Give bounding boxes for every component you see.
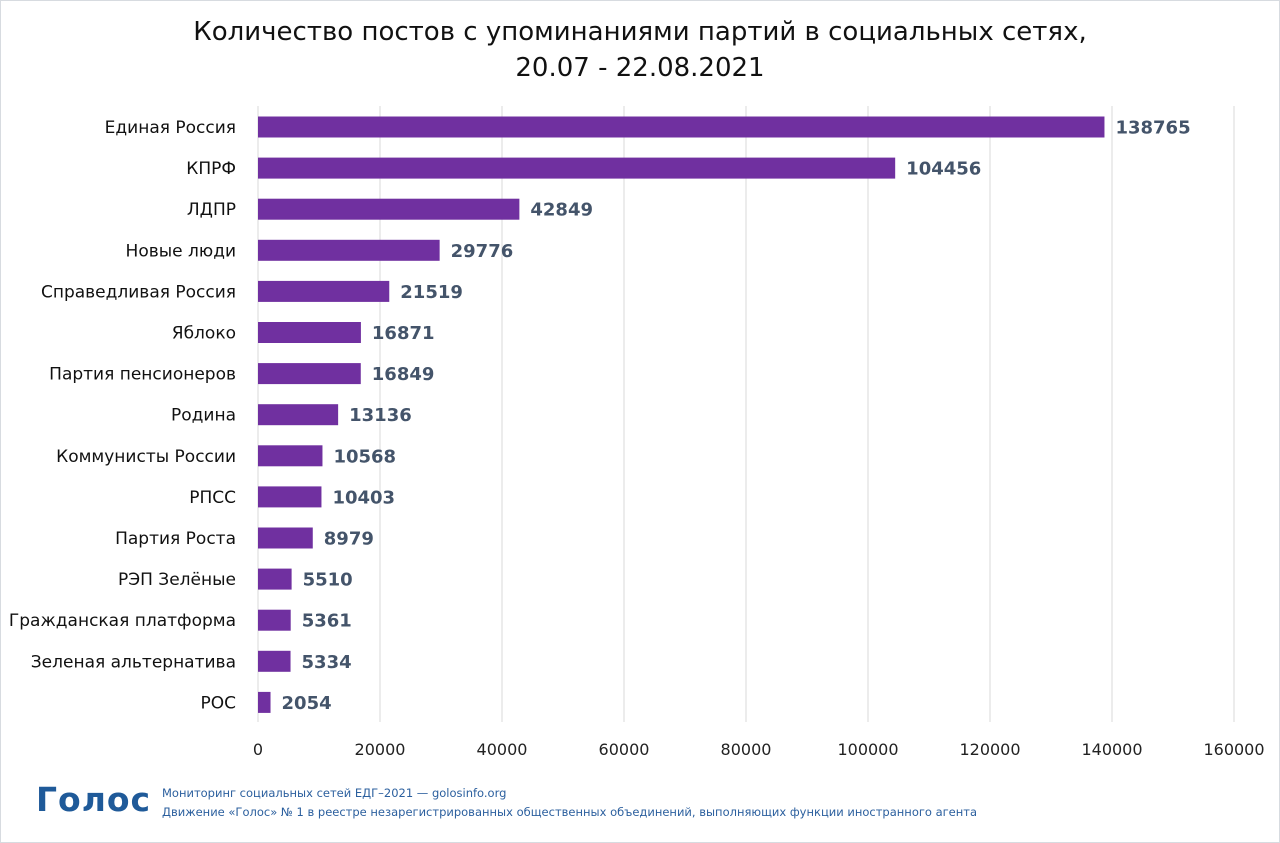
value-label-10: 8979 — [324, 529, 374, 550]
x-tick-label-6: 120000 — [959, 740, 1020, 759]
golos-logo: Голос — [36, 780, 152, 819]
bar-1 — [258, 157, 896, 179]
value-label-9: 10403 — [332, 487, 395, 508]
chart-title-block: Количество постов с упоминаниями партий … — [0, 14, 1280, 86]
bar-10 — [258, 527, 313, 549]
x-tick-label-2: 40000 — [477, 740, 528, 759]
category-label-14: РОС — [200, 693, 236, 713]
bar-13 — [258, 650, 291, 672]
bar-11 — [258, 568, 292, 590]
value-label-1: 104456 — [906, 159, 981, 180]
bar-0 — [258, 116, 1105, 138]
value-label-14: 2054 — [282, 693, 332, 714]
bar-2 — [258, 198, 520, 220]
chart-title: Количество постов с упоминаниями партий … — [193, 17, 1087, 47]
category-label-10: Партия Роста — [115, 529, 236, 549]
value-label-8: 10568 — [333, 446, 396, 467]
bar-12 — [258, 609, 291, 631]
footer-text: Мониторинг социальных сетей ЕДГ–2021 — g… — [162, 784, 977, 822]
x-tick-label-5: 100000 — [837, 740, 898, 759]
category-label-3: Новые люди — [126, 241, 236, 261]
value-label-12: 5361 — [302, 611, 352, 632]
value-label-11: 5510 — [303, 570, 353, 591]
footer-line-1: Мониторинг социальных сетей ЕДГ–2021 — g… — [162, 786, 507, 800]
category-label-13: Зеленая альтернатива — [31, 652, 236, 672]
category-label-9: РПСС — [189, 488, 236, 508]
category-label-6: Партия пенсионеров — [49, 365, 236, 385]
value-label-2: 42849 — [530, 200, 593, 221]
category-label-4: Справедливая Россия — [41, 282, 236, 302]
chart-subtitle: 20.07 - 22.08.2021 — [515, 53, 765, 83]
category-label-12: Гражданская платформа — [9, 611, 236, 631]
bar-7 — [258, 404, 339, 426]
category-label-2: ЛДПР — [187, 200, 236, 220]
value-label-4: 21519 — [400, 282, 463, 303]
value-label-6: 16849 — [372, 364, 435, 385]
x-tick-label-0: 0 — [253, 740, 263, 759]
category-label-5: Яблоко — [172, 324, 236, 344]
bar-3 — [258, 239, 440, 261]
bar-8 — [258, 445, 323, 467]
value-label-13: 5334 — [302, 652, 352, 673]
x-tick-label-3: 60000 — [599, 740, 650, 759]
bar-9 — [258, 486, 322, 508]
x-tick-label-4: 80000 — [721, 740, 772, 759]
footer-line-2: Движение «Голос» № 1 в реестре незарегис… — [162, 805, 978, 819]
bar-6 — [258, 363, 361, 385]
bar-5 — [258, 322, 361, 343]
category-label-8: Коммунисты России — [56, 447, 236, 467]
x-tick-label-1: 20000 — [355, 740, 406, 759]
category-label-7: Родина — [171, 406, 236, 426]
category-label-1: КПРФ — [186, 159, 236, 179]
value-label-7: 13136 — [349, 405, 412, 426]
bar-4 — [258, 280, 390, 302]
x-tick-label-8: 160000 — [1203, 740, 1264, 759]
category-label-11: РЭП Зелёные — [118, 570, 236, 590]
category-label-0: Единая Россия — [105, 118, 236, 138]
x-tick-label-7: 140000 — [1081, 740, 1142, 759]
value-label-3: 29776 — [451, 241, 514, 262]
value-label-0: 138765 — [1115, 118, 1190, 139]
value-label-5: 16871 — [372, 323, 435, 344]
bar-14 — [258, 691, 271, 713]
